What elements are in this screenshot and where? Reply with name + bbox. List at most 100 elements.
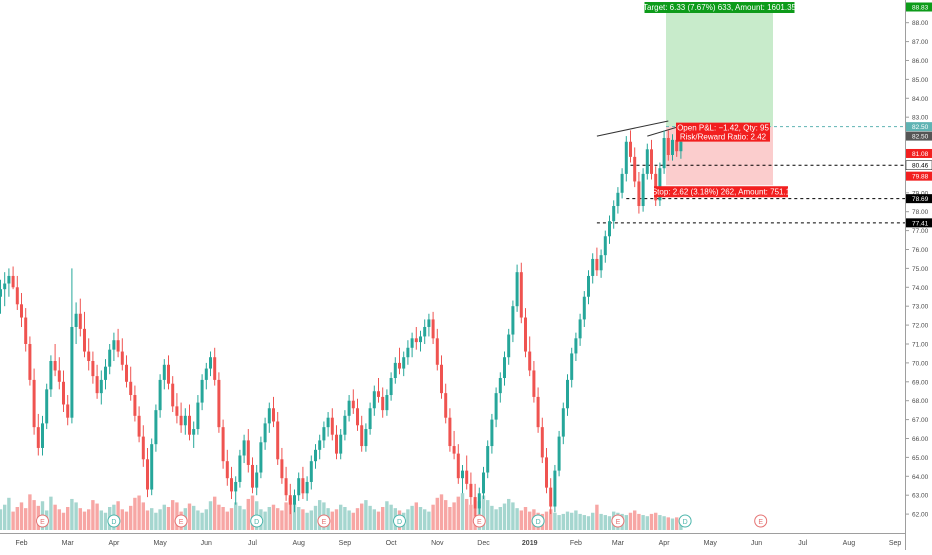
event-marker-label: E [477,519,482,526]
volume-bar [633,510,637,530]
candle-body [377,391,380,397]
volume-bar [116,501,120,530]
candle-body [662,137,666,169]
candle-body [141,436,145,460]
event-marker [393,514,406,528]
candle-body [11,275,15,288]
volume-bar [675,517,679,530]
trend-line [596,120,669,137]
event-marker-label: D [111,519,116,526]
volume-bar [570,512,574,530]
volume-bar [200,512,204,530]
candle-body [637,181,641,207]
price-tag [906,122,932,132]
candle-body [301,478,305,494]
candle-body [503,357,506,379]
candle-body [431,319,435,339]
candle-body [519,272,523,318]
candle-body [288,495,292,505]
event-marker-label: D [536,519,541,526]
volume-bar [196,510,200,530]
volume-bar [515,508,519,530]
candle-body [578,319,582,339]
event-marker-label: E [616,519,621,526]
candle-body [255,472,259,488]
candle-body [347,400,351,416]
volume-bar [456,496,460,530]
candle-body [335,434,338,454]
candle-body [389,378,393,396]
volume-bar [3,504,7,530]
x-tick-label: Aug [292,540,305,547]
volume-bar [460,493,465,530]
volume-bar [381,507,385,530]
candle-body [32,379,36,428]
candle-body [650,149,653,174]
candle-body [213,357,217,380]
price-tag [906,131,932,141]
x-tick-label: Sep [889,540,902,547]
volume-bar [641,515,645,530]
candle-body [251,464,254,488]
volume-bar [318,500,322,530]
candle-body [158,379,162,411]
candle-body [561,408,565,437]
volume-bar [507,498,511,530]
volume-bar [7,497,11,530]
volume-bar [271,504,276,530]
candle-body [125,364,128,382]
candle-body [276,421,280,460]
candle-body [196,402,200,430]
volume-bar [624,515,628,530]
volume-bar [91,500,95,530]
candle-body [574,338,578,354]
volume-bar [234,502,238,530]
candle-body [343,415,347,435]
candle-body [108,349,112,367]
candle-body [570,353,574,380]
candle-body [402,357,406,369]
x-tick-label: Apr [108,540,120,547]
y-tick-label: 65.00 [912,455,929,462]
candle-body [217,379,221,428]
candle-body [364,429,368,447]
volume-bar [103,512,108,530]
price-tag [906,148,932,158]
price-tag [906,218,932,228]
candle-body [62,381,65,405]
candle-body [120,351,124,365]
event-marker [107,514,121,528]
position-labels: Target: 6.33 (7.67%) 633, Amount: 1601.3… [643,1,797,198]
candle-body [423,326,427,337]
volume-bar [137,495,141,530]
candle-body [15,287,19,305]
volume-bar [250,495,255,530]
volume-bar [57,509,61,530]
target-label: Target: 6.33 (7.67%) 633, Amount: 1601.3… [643,3,797,12]
volume-bar [154,512,158,530]
event-marker-label: E [322,519,327,526]
candle-body [309,461,313,482]
candle-body [41,423,44,448]
x-tick-label: Mar [612,540,625,547]
candles [0,128,683,516]
candle-body [482,472,485,494]
price-tag-label: 81.08 [912,151,929,158]
volume-bar [662,516,666,530]
risk-reward-label: Risk/Reward Ratio: 2.42 [680,133,767,142]
x-tick-label: May [153,540,167,547]
candle-body [452,446,456,454]
volume-bar [208,501,213,530]
candle-body [679,141,683,152]
x-tick-label: Aug [843,540,856,547]
volume-bar [511,502,515,530]
volume-bar [666,517,670,530]
candle-body [414,338,418,343]
candle-body [494,393,498,420]
y-axis: 62.00 63.00 64.00 65.00 66.00 67.00 68.00 69.00… [905,0,932,550]
candle-body [490,419,494,447]
candle-body [87,351,91,362]
target-label-box [644,1,795,13]
